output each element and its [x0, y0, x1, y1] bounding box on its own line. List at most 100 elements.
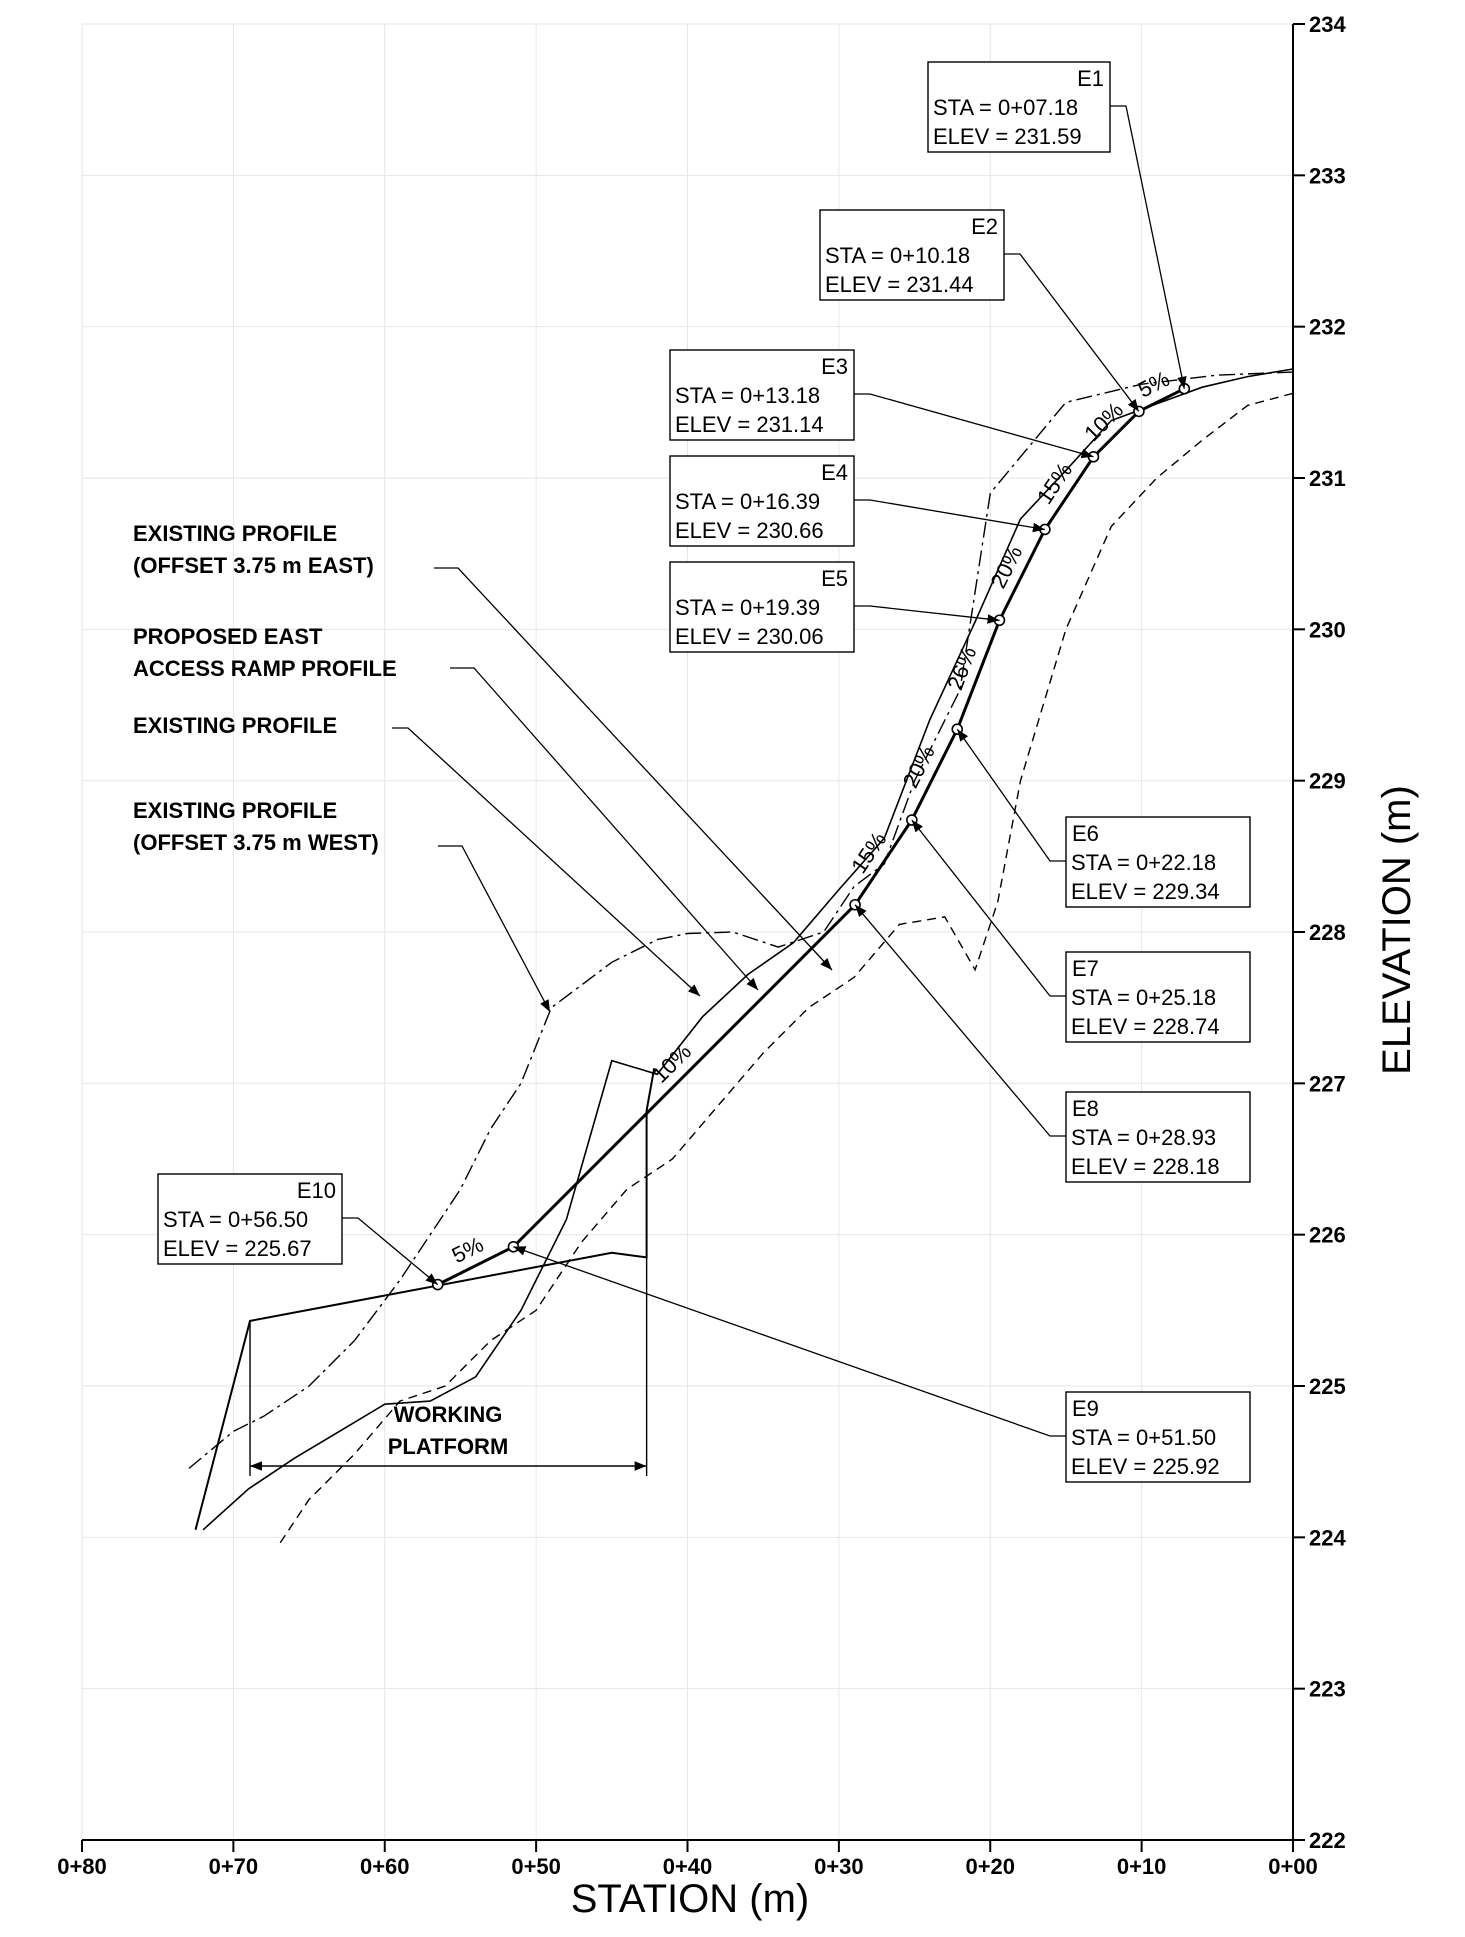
profile-annotation-1: EXISTING PROFILE (OFFSET 3.75 m EAST): [133, 521, 833, 971]
callout-elev: ELEV = 225.67: [163, 1236, 312, 1261]
callout-sta: STA = 0+22.18: [1071, 850, 1216, 875]
callout-leader: [1110, 105, 1187, 389]
y-tick-label: 222: [1309, 1828, 1346, 1853]
callout-box: [1065, 951, 1251, 1043]
callout-box: [157, 1173, 343, 1265]
y-tick-label: 232: [1309, 315, 1346, 340]
callout-box: [927, 61, 1111, 153]
callout-sta: STA = 0+07.18: [933, 95, 1078, 120]
annotation-text: (OFFSET 3.75 m WEST): [133, 830, 379, 855]
slope-label: 20%: [898, 741, 940, 792]
y-tick-label: 228: [1309, 920, 1346, 945]
annotation-leader: [434, 567, 833, 971]
callout-leader: [956, 728, 1066, 862]
callout-sta: STA = 0+19.39: [675, 595, 820, 620]
callout-leader: [854, 605, 1000, 624]
callout-sta: STA = 0+10.18: [825, 243, 970, 268]
platform-label-line1: WORKING: [394, 1402, 503, 1427]
x-tick-label: 0+80: [57, 1854, 107, 1879]
callout-box: [1065, 1391, 1251, 1483]
callout-leader: [342, 1217, 439, 1286]
annotation-leader: [438, 845, 551, 1013]
callout-box: [1065, 1091, 1251, 1183]
slope-label: 15%: [846, 827, 891, 878]
y-tick-label: 230: [1309, 617, 1346, 642]
slope-label: 10%: [647, 1039, 696, 1088]
callout-elev: ELEV = 225.92: [1071, 1454, 1220, 1479]
profile-line-offset_east: [278, 392, 1294, 1546]
callout-id: E2: [971, 214, 998, 239]
profile-annotation-4: EXISTING PROFILE (OFFSET 3.75 m WEST): [133, 798, 551, 1013]
callout-leader: [1004, 253, 1140, 412]
y-tick-label: 226: [1309, 1223, 1346, 1248]
proposed-point-marker: [1133, 405, 1145, 418]
callout-box: [669, 349, 855, 441]
grid: [81, 23, 1294, 1841]
callout-e8: E8 STA = 0+28.93 ELEV = 228.18: [854, 904, 1251, 1183]
x-tick-label: 0+60: [360, 1854, 410, 1879]
y-tick-label: 234: [1309, 12, 1346, 37]
slope-label: 10%: [1079, 397, 1128, 446]
proposed-point-marker: [951, 723, 964, 736]
callout-leader: [854, 904, 1066, 1137]
y-tick-label: 223: [1309, 1677, 1346, 1702]
annotation-text: EXISTING PROFILE: [133, 798, 337, 823]
annotation-leader: [450, 667, 759, 991]
callout-sta: STA = 0+25.18: [1071, 985, 1216, 1010]
callout-id: E8: [1072, 1096, 1099, 1121]
callout-e1: E1 STA = 0+07.18 ELEV = 231.59: [927, 61, 1187, 389]
callout-e9: E9 STA = 0+51.50 ELEV = 225.92: [513, 1246, 1251, 1483]
callout-id: E9: [1072, 1396, 1099, 1421]
callout-id: E10: [297, 1178, 336, 1203]
callout-box: [669, 561, 855, 653]
callout-sta: STA = 0+56.50: [163, 1207, 308, 1232]
y-tick-label: 224: [1309, 1525, 1346, 1550]
callout-elev: ELEV = 231.44: [825, 272, 974, 297]
y-tick-label: 225: [1309, 1374, 1346, 1399]
callout-elev: ELEV = 231.59: [933, 124, 1082, 149]
annotation-text: PROPOSED EAST: [133, 624, 323, 649]
callout-elev: ELEV = 229.34: [1071, 879, 1220, 904]
annotation-leader: [392, 727, 701, 997]
callout-sta: STA = 0+13.18: [675, 383, 820, 408]
callout-elev: ELEV = 230.66: [675, 518, 824, 543]
callout-elev: ELEV = 228.74: [1071, 1014, 1220, 1039]
annotation-text: EXISTING PROFILE: [133, 521, 337, 546]
x-tick-label: 0+00: [1268, 1854, 1318, 1879]
callout-id: E1: [1077, 66, 1104, 91]
callout-e10: E10 STA = 0+56.50 ELEV = 225.67: [157, 1173, 439, 1286]
slope-label: 20%: [985, 542, 1027, 593]
callout-elev: ELEV = 228.18: [1071, 1154, 1220, 1179]
profile-line-platform: [194, 1068, 656, 1531]
callout-box: [1065, 816, 1251, 908]
callout-elev: ELEV = 231.14: [675, 412, 824, 437]
annotation-text: ACCESS RAMP PROFILE: [133, 656, 397, 681]
x-tick-label: 0+30: [814, 1854, 864, 1879]
annotation-text: (OFFSET 3.75 m EAST): [133, 553, 374, 578]
y-tick-label: 233: [1309, 163, 1346, 188]
profile-annotation-3: EXISTING PROFILE: [133, 713, 701, 997]
profile-annotations: EXISTING PROFILE (OFFSET 3.75 m EAST) PROP…: [133, 521, 833, 1459]
profile-annotation-2: PROPOSED EAST ACCESS RAMP PROFILE: [133, 624, 759, 991]
callout-elev: ELEV = 230.06: [675, 624, 824, 649]
y-tick-label: 227: [1309, 1071, 1346, 1096]
proposed-point-marker: [1178, 382, 1191, 395]
callout-id: E3: [821, 354, 848, 379]
callout-box: [819, 209, 1005, 301]
y-tick-label: 229: [1309, 769, 1346, 794]
callout-id: E4: [821, 460, 848, 485]
working-platform-label: WORKING PLATFORM: [388, 1402, 509, 1459]
annotation-text: EXISTING PROFILE: [133, 713, 337, 738]
y-tick-label: 231: [1309, 466, 1346, 491]
x-tick-label: 0+70: [209, 1854, 259, 1879]
callout-leader: [854, 393, 1094, 459]
x-tick-label: 0+40: [663, 1854, 713, 1879]
callout-e7: E7 STA = 0+25.18 ELEV = 228.74: [911, 819, 1251, 1043]
